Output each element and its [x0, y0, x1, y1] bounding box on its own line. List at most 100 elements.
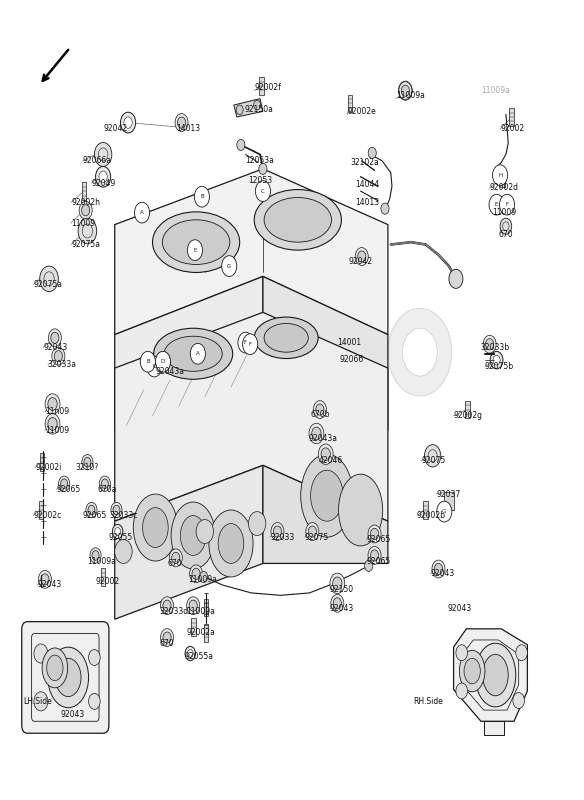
Circle shape	[402, 328, 437, 376]
Polygon shape	[114, 277, 263, 430]
Circle shape	[51, 332, 59, 343]
Circle shape	[113, 506, 120, 515]
Circle shape	[124, 117, 132, 128]
Circle shape	[499, 194, 515, 215]
Ellipse shape	[152, 212, 239, 273]
Circle shape	[90, 548, 101, 563]
Text: 92065: 92065	[57, 485, 81, 494]
Text: 14044: 14044	[354, 180, 379, 190]
Circle shape	[308, 526, 317, 537]
Text: 92037: 92037	[436, 490, 460, 498]
Polygon shape	[82, 182, 86, 200]
Text: 92043: 92043	[448, 604, 472, 614]
Polygon shape	[191, 618, 196, 636]
Circle shape	[483, 335, 496, 353]
Polygon shape	[484, 722, 504, 735]
Polygon shape	[263, 277, 388, 430]
Text: 14001: 14001	[338, 338, 361, 347]
Polygon shape	[500, 170, 505, 187]
Text: 32033a: 32033a	[48, 361, 77, 370]
Circle shape	[34, 644, 48, 663]
Text: E: E	[193, 248, 197, 253]
Circle shape	[189, 600, 197, 611]
Text: 3210?: 3210?	[76, 463, 99, 472]
Text: 92075b: 92075b	[485, 362, 514, 371]
Text: LH.Side: LH.Side	[23, 697, 52, 706]
Circle shape	[172, 552, 180, 563]
Text: 92002b: 92002b	[417, 511, 446, 520]
Text: 11009a: 11009a	[189, 575, 217, 584]
Text: 32033d: 32033d	[159, 606, 189, 616]
Text: 32033c: 32033c	[109, 511, 137, 520]
Circle shape	[200, 571, 208, 582]
Text: 92075: 92075	[305, 533, 329, 542]
Circle shape	[516, 645, 527, 661]
Circle shape	[238, 332, 253, 353]
Circle shape	[187, 240, 203, 261]
Ellipse shape	[164, 336, 223, 371]
Circle shape	[86, 502, 97, 518]
Text: H: H	[498, 173, 502, 178]
Text: 92043: 92043	[37, 581, 62, 590]
Text: 14013: 14013	[354, 198, 379, 206]
Ellipse shape	[133, 494, 178, 561]
Circle shape	[437, 502, 452, 522]
Circle shape	[456, 683, 468, 699]
Circle shape	[271, 522, 284, 541]
Text: 92042: 92042	[349, 257, 373, 266]
Circle shape	[185, 646, 196, 661]
Circle shape	[314, 401, 326, 418]
Text: G: G	[442, 509, 446, 514]
Circle shape	[79, 202, 92, 219]
Text: 92065: 92065	[83, 511, 107, 520]
Text: A: A	[140, 210, 144, 215]
Polygon shape	[444, 492, 454, 510]
Text: 92043a: 92043a	[155, 366, 185, 376]
Circle shape	[493, 355, 500, 365]
Text: 92002h: 92002h	[71, 198, 100, 206]
Circle shape	[370, 528, 378, 539]
Circle shape	[492, 165, 507, 186]
Circle shape	[485, 338, 493, 350]
Ellipse shape	[42, 648, 68, 688]
Circle shape	[147, 356, 162, 377]
Circle shape	[237, 139, 245, 150]
Circle shape	[222, 256, 237, 277]
Ellipse shape	[254, 317, 318, 358]
Text: 670a: 670a	[98, 485, 117, 494]
Text: 92043: 92043	[61, 710, 85, 719]
Circle shape	[513, 693, 524, 709]
Text: 92055a: 92055a	[185, 652, 214, 662]
Circle shape	[456, 645, 468, 661]
Text: F: F	[506, 202, 509, 207]
Polygon shape	[465, 401, 470, 418]
Circle shape	[248, 512, 266, 535]
Text: 11009a: 11009a	[88, 557, 116, 566]
Text: 11009: 11009	[492, 208, 517, 217]
Polygon shape	[114, 312, 388, 521]
Text: 92065: 92065	[366, 557, 391, 566]
Text: B: B	[200, 194, 204, 199]
Text: 32033b: 32033b	[481, 343, 510, 352]
Ellipse shape	[47, 655, 63, 681]
Polygon shape	[509, 108, 514, 126]
Text: 670: 670	[498, 230, 513, 238]
Circle shape	[163, 600, 171, 611]
Circle shape	[120, 112, 135, 133]
Text: 12053: 12053	[248, 176, 273, 186]
Ellipse shape	[464, 658, 480, 684]
Text: 92075a: 92075a	[71, 240, 100, 249]
Circle shape	[41, 574, 49, 585]
Circle shape	[39, 570, 51, 588]
Ellipse shape	[482, 654, 508, 696]
Circle shape	[88, 506, 95, 515]
Ellipse shape	[55, 658, 81, 697]
Text: 92002: 92002	[96, 578, 120, 586]
Ellipse shape	[460, 650, 485, 692]
Circle shape	[434, 563, 443, 574]
Text: A: A	[196, 351, 200, 356]
Circle shape	[388, 308, 452, 396]
Ellipse shape	[218, 523, 244, 563]
Circle shape	[89, 650, 100, 666]
Circle shape	[381, 203, 389, 214]
